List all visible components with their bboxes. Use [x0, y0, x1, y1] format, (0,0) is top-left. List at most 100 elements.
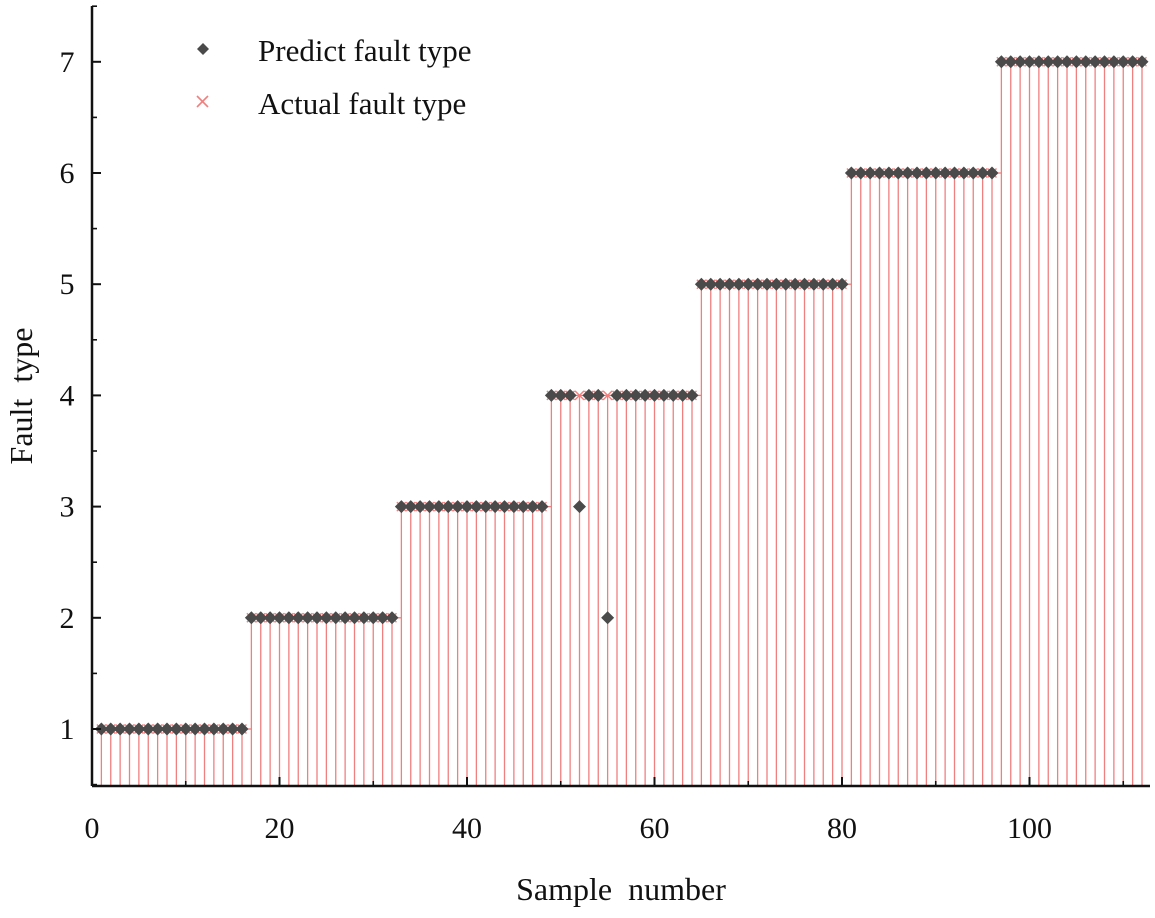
predict-point [460, 500, 474, 514]
predict-point [1051, 55, 1065, 69]
actual-point [462, 501, 477, 786]
actual-point [658, 390, 674, 786]
actual-point [705, 279, 721, 786]
predict-point [1088, 55, 1102, 69]
x-tick-label: 0 [85, 812, 100, 845]
actual-point [583, 390, 599, 786]
actual-point [874, 168, 889, 786]
actual-point [321, 612, 336, 786]
y-axis-title: Fault type [3, 328, 39, 465]
predict-point [563, 388, 577, 402]
actual-point [743, 279, 758, 786]
predict-point [141, 722, 155, 736]
actual-point [902, 168, 917, 786]
predict-point [1098, 55, 1111, 69]
actual-point [733, 279, 749, 786]
actual-point [1071, 56, 1086, 786]
actual-point [508, 501, 524, 786]
predict-point [254, 611, 268, 625]
predict-point [348, 611, 361, 625]
predict-point [966, 166, 980, 180]
predict-point [1013, 55, 1027, 69]
actual-point [452, 501, 467, 786]
actual-point [190, 724, 205, 786]
actual-point [377, 612, 392, 786]
actual-point [274, 612, 289, 786]
actual-point [208, 724, 224, 786]
predict-point [1032, 55, 1046, 69]
actual-point [265, 612, 280, 786]
actual-point [227, 724, 242, 786]
actual-point [780, 279, 796, 786]
y-tick-label: 1 [60, 713, 75, 746]
predict-point [779, 277, 793, 291]
actual-point [977, 168, 992, 786]
predict-point [826, 277, 840, 291]
actual-point [677, 390, 692, 786]
actual-point [724, 279, 739, 786]
actual-point [621, 390, 636, 786]
actual-point [237, 724, 252, 786]
predict-point [985, 166, 999, 180]
predict-point [854, 166, 868, 180]
actual-point [968, 168, 983, 786]
actual-point [415, 501, 430, 786]
actual-point [1024, 56, 1039, 786]
x-tick-label: 60 [640, 812, 670, 845]
predict-point [648, 388, 661, 402]
actual-point [818, 279, 833, 786]
predict-point [844, 166, 858, 180]
predict-point [573, 500, 586, 514]
predict-point [816, 277, 830, 291]
predict-point [901, 166, 915, 180]
actual-series-layer [96, 56, 1147, 786]
actual-point [255, 612, 271, 786]
predict-point [151, 722, 165, 736]
actual-point [555, 390, 571, 786]
predict-point [835, 277, 849, 291]
actual-point [499, 501, 514, 786]
legend-label-actual: Actual fault type [258, 86, 466, 121]
actual-point [1043, 56, 1058, 786]
predict-point [657, 388, 671, 402]
actual-point [1090, 56, 1105, 786]
actual-point [996, 56, 1011, 786]
actual-point [883, 168, 899, 786]
actual-point [171, 724, 186, 786]
predict-point [610, 388, 624, 402]
y-tick-label: 6 [60, 157, 75, 190]
predict-point [282, 611, 296, 625]
legend-cross-icon [196, 95, 209, 108]
predict-point [769, 277, 783, 291]
predict-point [291, 611, 305, 625]
predict-point [244, 611, 258, 625]
predict-point [263, 611, 277, 625]
predict-point [685, 388, 699, 402]
x-axis-title: Sample number [516, 871, 726, 907]
actual-point [246, 612, 261, 786]
predict-point [638, 388, 652, 402]
predict-point [676, 388, 690, 402]
predict-point [507, 500, 521, 514]
predict-point [498, 500, 511, 514]
actual-point [1099, 56, 1114, 786]
actual-point [1062, 56, 1077, 786]
predict-point [394, 500, 408, 514]
actual-point [302, 612, 317, 786]
actual-point [312, 612, 327, 786]
actual-point [940, 168, 955, 786]
predict-point [385, 611, 399, 625]
predict-point [760, 277, 774, 291]
x-tick-label: 20 [265, 812, 295, 845]
actual-point [405, 501, 421, 786]
actual-point [640, 390, 655, 786]
actual-point [433, 501, 449, 786]
predict-point [179, 722, 193, 736]
predict-point [591, 388, 605, 402]
predict-point [891, 166, 905, 180]
predict-point [526, 500, 540, 514]
actual-point [762, 279, 777, 786]
legend-diamond-icon [197, 43, 209, 55]
predict-point [310, 611, 324, 625]
